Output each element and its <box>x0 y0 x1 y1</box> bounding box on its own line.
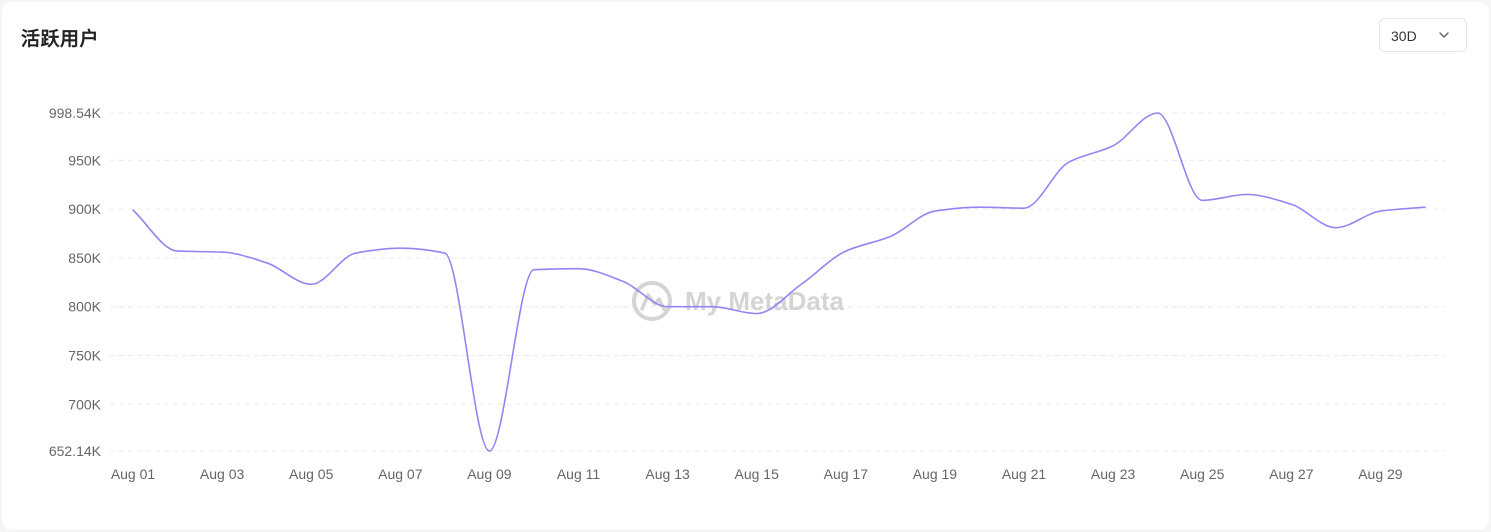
time-range-value: 30D <box>1391 28 1417 44</box>
data-point[interactable] <box>1199 197 1205 203</box>
grid-lines <box>110 112 1445 452</box>
x-tick-label: Aug 27 <box>1269 466 1314 482</box>
y-tick-label: 750K <box>68 348 101 364</box>
data-point[interactable] <box>531 267 537 273</box>
data-point[interactable] <box>1155 110 1161 116</box>
active-users-series-line <box>132 112 1426 452</box>
data-point[interactable] <box>397 245 403 251</box>
data-point[interactable] <box>576 266 582 272</box>
data-point[interactable] <box>1288 201 1294 207</box>
data-point[interactable] <box>932 208 938 214</box>
y-tick-label: 950K <box>68 152 101 168</box>
y-tick-label: 800K <box>68 299 101 315</box>
y-tick-label: 850K <box>68 250 101 266</box>
x-tick-label: Aug 25 <box>1180 466 1225 482</box>
data-point[interactable] <box>1377 208 1383 214</box>
chart-title: 活跃用户 <box>21 28 100 50</box>
y-tick-label: 700K <box>68 396 101 412</box>
x-tick-label: Aug 09 <box>467 466 512 482</box>
data-point[interactable] <box>1021 205 1027 211</box>
data-point[interactable] <box>1244 192 1250 198</box>
data-point[interactable] <box>665 304 671 310</box>
data-point[interactable] <box>620 278 626 284</box>
chevron-down-icon <box>1439 32 1449 38</box>
data-point[interactable] <box>1110 143 1116 149</box>
data-point[interactable] <box>1066 159 1072 165</box>
y-tick-label: 998.54K <box>49 105 102 121</box>
data-point[interactable] <box>308 281 314 287</box>
data-point[interactable] <box>887 233 893 239</box>
data-point[interactable] <box>754 311 760 317</box>
data-point[interactable] <box>843 248 849 254</box>
y-axis-ticks: 652.14K 700K 750K 800K 850K 900K 950K 998.54K <box>49 105 102 459</box>
data-point[interactable] <box>130 207 136 213</box>
data-point[interactable] <box>175 248 181 254</box>
data-point[interactable] <box>976 204 982 210</box>
x-tick-label: Aug 11 <box>557 466 601 482</box>
data-point[interactable] <box>1333 225 1339 231</box>
x-tick-label: Aug 23 <box>1091 466 1136 482</box>
mymetadata-logo-icon <box>632 281 672 321</box>
data-point[interactable] <box>486 448 492 454</box>
data-point[interactable] <box>219 249 225 255</box>
data-point[interactable] <box>353 250 359 256</box>
data-point[interactable] <box>709 304 715 310</box>
x-tick-label: Aug 29 <box>1358 466 1403 482</box>
x-tick-label: Aug 19 <box>913 466 958 482</box>
x-tick-label: Aug 05 <box>289 466 334 482</box>
x-tick-label: Aug 17 <box>824 466 869 482</box>
y-tick-label: 652.14K <box>49 443 102 459</box>
watermark: My MetaData <box>632 281 844 321</box>
x-tick-label: Aug 07 <box>378 466 423 482</box>
x-tick-label: Aug 01 <box>111 466 156 482</box>
series-layer <box>130 110 1428 454</box>
data-point[interactable] <box>1422 204 1428 210</box>
x-axis-ticks: Aug 01 Aug 03 Aug 05 Aug 07 Aug 09 Aug 11 Aug … <box>111 466 1403 482</box>
x-tick-label: Aug 21 <box>1002 466 1047 482</box>
data-point[interactable] <box>264 260 270 266</box>
data-point[interactable] <box>442 250 448 256</box>
time-range-dropdown[interactable]: 30D <box>1379 18 1467 52</box>
data-point[interactable] <box>798 281 804 287</box>
y-tick-label: 900K <box>68 201 101 217</box>
x-tick-label: Aug 15 <box>735 466 780 482</box>
x-tick-label: Aug 13 <box>645 466 690 482</box>
x-tick-label: Aug 03 <box>200 466 245 482</box>
